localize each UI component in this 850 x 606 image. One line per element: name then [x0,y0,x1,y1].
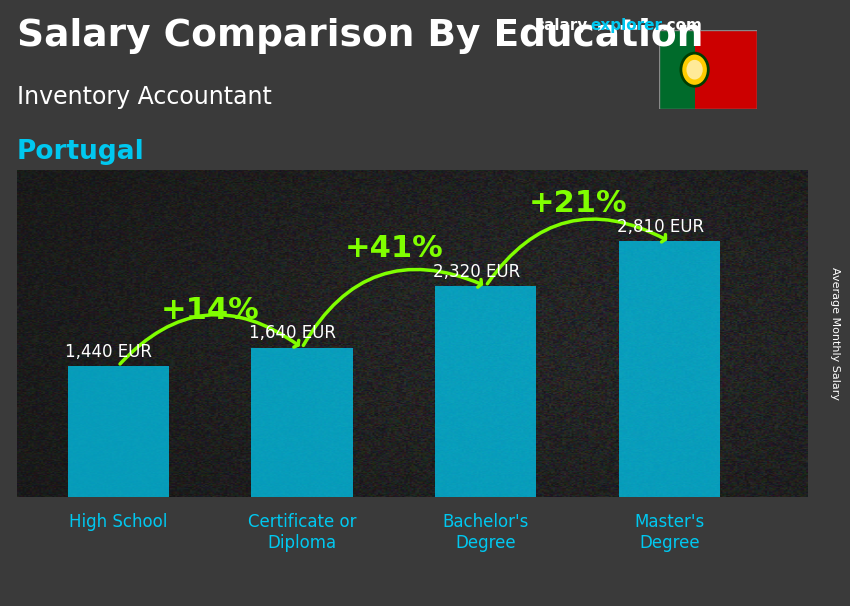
Text: explorer: explorer [591,18,663,33]
Circle shape [681,53,708,86]
Text: 1,440 EUR: 1,440 EUR [65,342,152,361]
FancyArrowPatch shape [120,315,298,364]
Text: +21%: +21% [529,189,627,218]
Text: High School: High School [69,513,167,531]
Text: Certificate or
Diploma: Certificate or Diploma [247,513,356,552]
Text: 2,320 EUR: 2,320 EUR [433,262,520,281]
Text: Bachelor's
Degree: Bachelor's Degree [443,513,529,552]
Text: Inventory Accountant: Inventory Accountant [17,85,272,109]
Text: Portugal: Portugal [17,139,144,165]
Bar [659,30,694,109]
Text: Salary Comparison By Education: Salary Comparison By Education [17,18,703,54]
Text: .com: .com [661,18,702,33]
Bar [67,366,168,497]
Text: 1,640 EUR: 1,640 EUR [249,324,337,342]
Text: 2,810 EUR: 2,810 EUR [617,218,704,236]
Bar [619,241,720,497]
Text: +14%: +14% [161,296,259,325]
Bar [252,348,353,497]
Text: Average Monthly Salary: Average Monthly Salary [830,267,840,400]
Text: salary: salary [536,18,588,33]
Bar [435,286,536,497]
Bar [694,30,756,109]
Circle shape [687,60,703,79]
Text: +41%: +41% [344,234,443,263]
FancyArrowPatch shape [303,270,481,345]
FancyArrowPatch shape [487,219,666,284]
Text: Master's
Degree: Master's Degree [634,513,705,552]
